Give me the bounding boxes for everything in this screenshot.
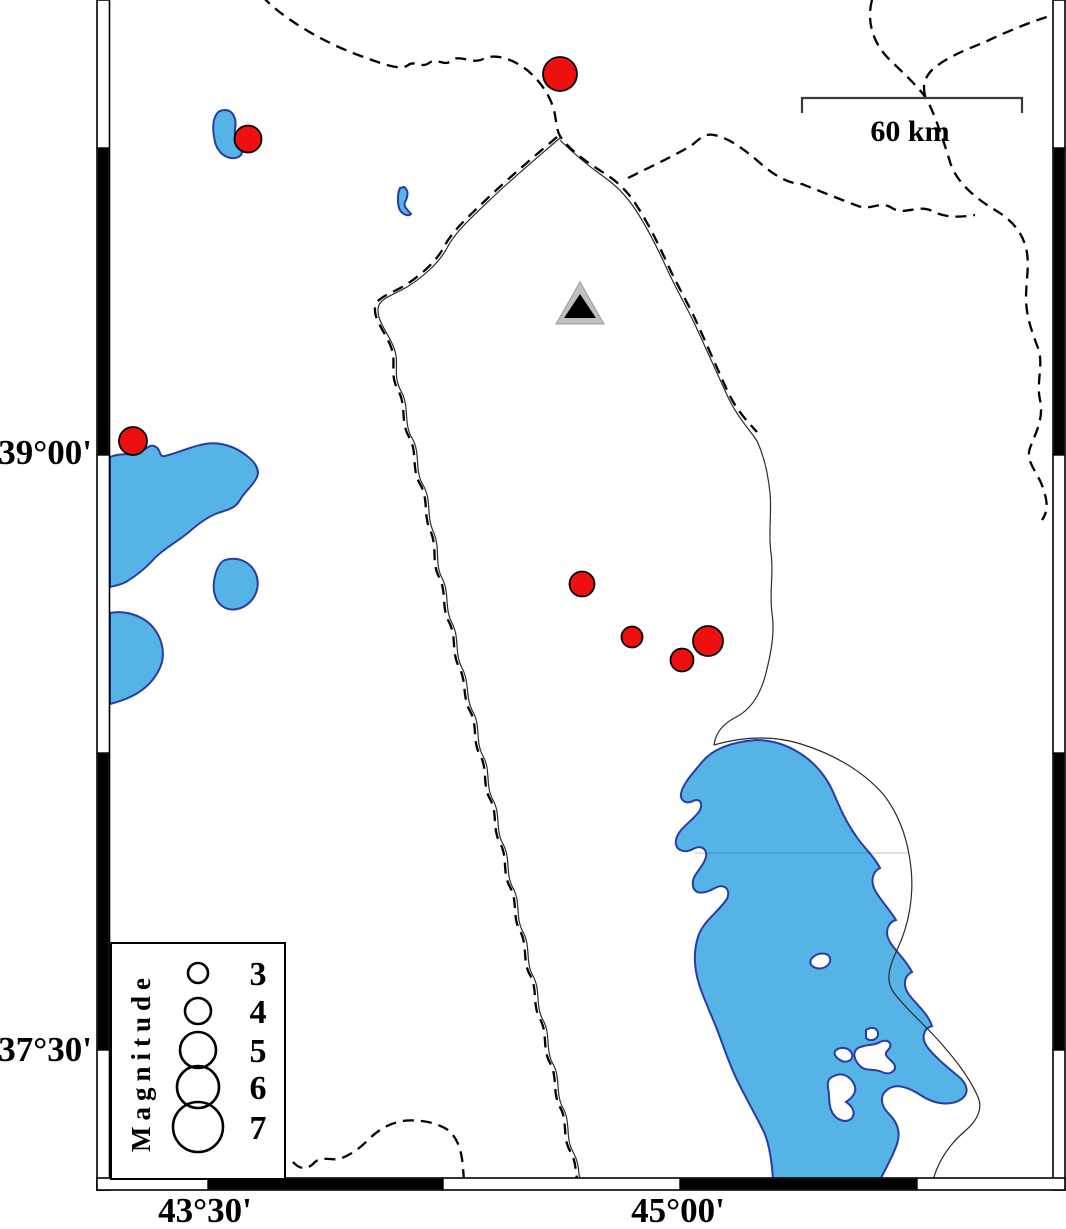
scale-bar-label: 60 km — [870, 115, 949, 148]
lake-west-lower — [110, 611, 164, 706]
border-southwest — [292, 1119, 466, 1179]
legend-magnitude-label: 5 — [250, 1033, 267, 1070]
border-east-branch — [627, 133, 976, 218]
earthquake-marker — [542, 56, 578, 92]
earthquake-layer — [118, 56, 724, 673]
legend-circle-m5 — [178, 1030, 218, 1070]
map-frame — [96, 0, 1066, 1191]
earthquake-marker — [118, 426, 148, 456]
legend-circle-m4 — [183, 996, 213, 1026]
lake-small-mid — [212, 557, 259, 611]
lakes-layer — [110, 108, 968, 1179]
legend-magnitude-label: 6 — [250, 1070, 267, 1107]
border-northwest — [264, 0, 758, 433]
scale-bar-line — [800, 96, 1024, 113]
shoreline-east-line — [713, 737, 981, 1179]
volcano-triangle-inner — [564, 294, 596, 318]
scale-bar: 60 km — [800, 96, 1024, 148]
axis-annotations: 39°00' 37°30' 43°30' 45°00' — [0, 433, 725, 1229]
border-west — [373, 135, 580, 1179]
legend-magnitude-label: 4 — [250, 994, 267, 1031]
border-layer — [264, 0, 1053, 1179]
lake-islands — [809, 952, 896, 1122]
legend-magnitude-label: 3 — [250, 956, 267, 993]
legend-title: Magnitude — [126, 972, 156, 1152]
lake-small-northwest — [212, 108, 243, 160]
lat-label-39: 39°00' — [0, 433, 92, 472]
border-corner-wisp — [922, 13, 1053, 99]
lat-label-3730: 37°30' — [0, 1030, 92, 1069]
earthquake-marker — [233, 124, 263, 154]
legend-magnitude-label: 7 — [250, 1110, 267, 1147]
border-northeast — [868, 0, 1048, 521]
earthquake-marker — [669, 647, 695, 673]
basin-east-line — [559, 139, 774, 746]
map-interior — [110, 0, 1053, 1179]
earthquake-marker — [692, 625, 724, 657]
basin-boundary-layer — [377, 137, 981, 1179]
lake-tiny — [396, 185, 413, 217]
earthquake-marker — [620, 625, 644, 649]
earthquake-marker — [568, 570, 596, 598]
lon-label-4500: 45°00' — [631, 1191, 725, 1229]
legend-circle-m3 — [186, 961, 210, 985]
legend-circle-m7 — [171, 1100, 225, 1154]
volcano-marker — [555, 280, 605, 325]
lake-west-upper — [110, 442, 259, 589]
legend-circle-m6 — [175, 1064, 221, 1110]
lon-label-4330: 43°30' — [158, 1191, 252, 1229]
